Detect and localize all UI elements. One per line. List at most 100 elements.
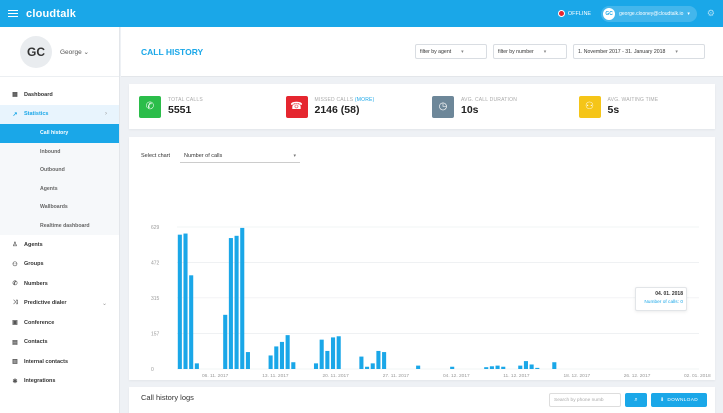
bar bbox=[325, 350, 330, 369]
bar bbox=[484, 367, 489, 369]
more-link[interactable]: (MORE) bbox=[354, 97, 375, 103]
status-label: OFFLINE bbox=[567, 10, 592, 17]
x-tick-label: 18. 12. 2017 bbox=[564, 373, 591, 379]
bar bbox=[268, 355, 273, 369]
search-button[interactable]: ⌕ bbox=[625, 393, 647, 407]
stat-label: AVG. CALL DURATION bbox=[461, 97, 518, 103]
sidebar-subitem-outbound[interactable]: Outbound bbox=[0, 161, 119, 180]
page-title: CALL HISTORY bbox=[141, 46, 204, 57]
sidebar-subitem-inbound[interactable]: Inbound bbox=[0, 142, 119, 161]
chevron-down-icon: ▾ bbox=[543, 48, 547, 55]
stat-total-calls: ✆ TOTAL CALLS 5551 bbox=[129, 95, 276, 118]
chevron-down-icon: ⌄ bbox=[101, 300, 107, 307]
sidebar-item-contacts[interactable]: ▤ Contacts bbox=[0, 333, 119, 353]
bar bbox=[228, 238, 233, 369]
address-book-icon: ▥ bbox=[12, 359, 18, 366]
download-label: DOWNLOAD bbox=[667, 397, 698, 403]
x-tick-label: 20. 11. 2017 bbox=[323, 373, 350, 379]
chevron-down-icon: ▾ bbox=[675, 48, 678, 55]
bar bbox=[183, 233, 188, 369]
status-toggle[interactable]: OFFLINE bbox=[557, 10, 592, 17]
x-tick-label: 06. 11. 2017 bbox=[202, 373, 229, 379]
date-range-picker[interactable]: 1. November 2017 - 31. January 2018 ▾ bbox=[573, 44, 705, 59]
x-tick-label: 27. 11. 2017 bbox=[383, 373, 410, 379]
chevron-right-icon: › bbox=[105, 111, 107, 118]
sidebar-item-internal-contacts[interactable]: ▥ Internal contacts bbox=[0, 352, 119, 372]
tooltip-value: Number of calls: 0 bbox=[644, 300, 683, 305]
bar bbox=[523, 361, 528, 369]
y-tick-label: 0 bbox=[151, 367, 154, 373]
sidebar-item-statistics[interactable]: ↗ Statistics › bbox=[0, 104, 119, 124]
bar bbox=[279, 341, 285, 369]
phone-search-input[interactable]: Search by phone numb bbox=[549, 393, 621, 407]
select-chart-label: Select chart bbox=[141, 153, 171, 159]
sidebar-item-label: Dashboard bbox=[24, 91, 53, 98]
bar bbox=[285, 335, 290, 369]
stat-avg-waiting-time: ⚇ AVG. WAITING TIME 5s bbox=[569, 95, 716, 118]
bar bbox=[177, 234, 182, 369]
sidebar-subitem-agents[interactable]: Agents bbox=[0, 179, 119, 198]
sidebar-item-label: Internal contacts bbox=[24, 358, 69, 365]
x-tick-label: 04. 12. 2017 bbox=[443, 373, 470, 379]
filter-number-select[interactable]: filter by number ▾ bbox=[493, 44, 567, 59]
bar bbox=[370, 363, 375, 369]
chart-tooltip: 04. 01. 2018 Number of calls: 0 bbox=[635, 287, 687, 311]
logs-card: Call history logs Search by phone numb ⌕… bbox=[129, 387, 715, 413]
profile[interactable]: GC George ⌄ bbox=[0, 27, 119, 77]
bar bbox=[223, 314, 228, 369]
contacts-icon: ▤ bbox=[12, 339, 18, 346]
sidebar-subitem-realtime-dashboard[interactable]: Realtime dashboard bbox=[0, 216, 119, 235]
sidebar-item-label: Numbers bbox=[24, 280, 48, 287]
chevron-down-icon: ▾ bbox=[461, 48, 464, 55]
call-volume-chart: 0 157 315 472 629 06. 11. 2017 13. 11. 2017 20.… bbox=[151, 225, 711, 379]
conference-icon: ▣ bbox=[12, 320, 18, 327]
bar bbox=[382, 352, 387, 369]
sidebar-item-groups[interactable]: ⚇ Groups bbox=[0, 255, 119, 275]
bar bbox=[529, 364, 534, 369]
sidebar: GC George ⌄ ▦ Dashboard ↗ Statistics › C… bbox=[0, 27, 120, 413]
sidebar-item-label: Predictive dialer bbox=[24, 300, 67, 307]
bar bbox=[552, 362, 557, 369]
x-tick-label: 13. 11. 2017 bbox=[262, 373, 289, 379]
chart-type-value: Number of calls bbox=[184, 152, 223, 159]
sidebar-item-predictive-dialer[interactable]: ⤨ Predictive dialer ⌄ bbox=[0, 294, 119, 314]
sidebar-item-label: Integrations bbox=[24, 378, 56, 385]
sidebar-item-conference[interactable]: ▣ Conference bbox=[0, 313, 119, 333]
search-icon: ⌕ bbox=[634, 396, 638, 403]
filter-agent-label: filter by agent bbox=[420, 48, 452, 55]
date-range-label: 1. November 2017 - 31. January 2018 bbox=[578, 48, 666, 55]
sidebar-item-integrations[interactable]: ✱ Integrations bbox=[0, 372, 119, 392]
tooltip-number: 0 bbox=[680, 300, 683, 305]
sidebar-item-numbers[interactable]: ✆ Numbers bbox=[0, 274, 119, 294]
user-menu[interactable]: GC george.clooney@cloudtalk.io ▾ bbox=[601, 5, 697, 22]
bar bbox=[489, 366, 494, 369]
stat-label: TOTAL CALLS bbox=[168, 97, 203, 103]
stats-bar: ✆ TOTAL CALLS 5551 ☎ MISSED CALLS (MORE)… bbox=[129, 84, 715, 129]
sidebar-subitem-call-history[interactable]: Call history bbox=[0, 124, 119, 143]
bar bbox=[365, 366, 370, 369]
x-tick-label: 26. 12. 2017 bbox=[624, 373, 651, 379]
chart-type-select[interactable]: Number of calls ▾ bbox=[180, 149, 301, 163]
brand-logo[interactable]: cloudtalk bbox=[26, 7, 77, 20]
sidebar-item-agents[interactable]: ♙ Agents bbox=[0, 235, 119, 255]
stat-value: 5s bbox=[607, 104, 620, 116]
main-content: CALL HISTORY filter by agent ▾ filter by… bbox=[121, 27, 723, 413]
y-tick-label: 629 bbox=[151, 225, 160, 231]
stat-value: 10s bbox=[461, 104, 479, 116]
download-button[interactable]: ⬇ DOWNLOAD bbox=[651, 393, 707, 407]
gear-icon[interactable]: ⚙ bbox=[706, 8, 715, 18]
missed-call-icon: ☎ bbox=[285, 95, 308, 118]
y-tick-label: 157 bbox=[151, 332, 160, 338]
trend-icon: ↗ bbox=[12, 111, 18, 118]
filter-agent-select[interactable]: filter by agent ▾ bbox=[415, 44, 487, 59]
stat-label: AVG. WAITING TIME bbox=[607, 97, 659, 103]
logs-title: Call history logs bbox=[141, 393, 194, 402]
bar bbox=[359, 356, 364, 369]
bar bbox=[336, 336, 341, 369]
tooltip-series: Number of calls bbox=[644, 300, 678, 305]
sidebar-item-dashboard[interactable]: ▦ Dashboard bbox=[0, 85, 119, 105]
bar bbox=[313, 363, 319, 369]
tooltip-date: 04. 01. 2018 bbox=[655, 291, 683, 297]
sidebar-subitem-wallboards[interactable]: Wallboards bbox=[0, 198, 119, 217]
menu-icon[interactable] bbox=[0, 12, 26, 15]
